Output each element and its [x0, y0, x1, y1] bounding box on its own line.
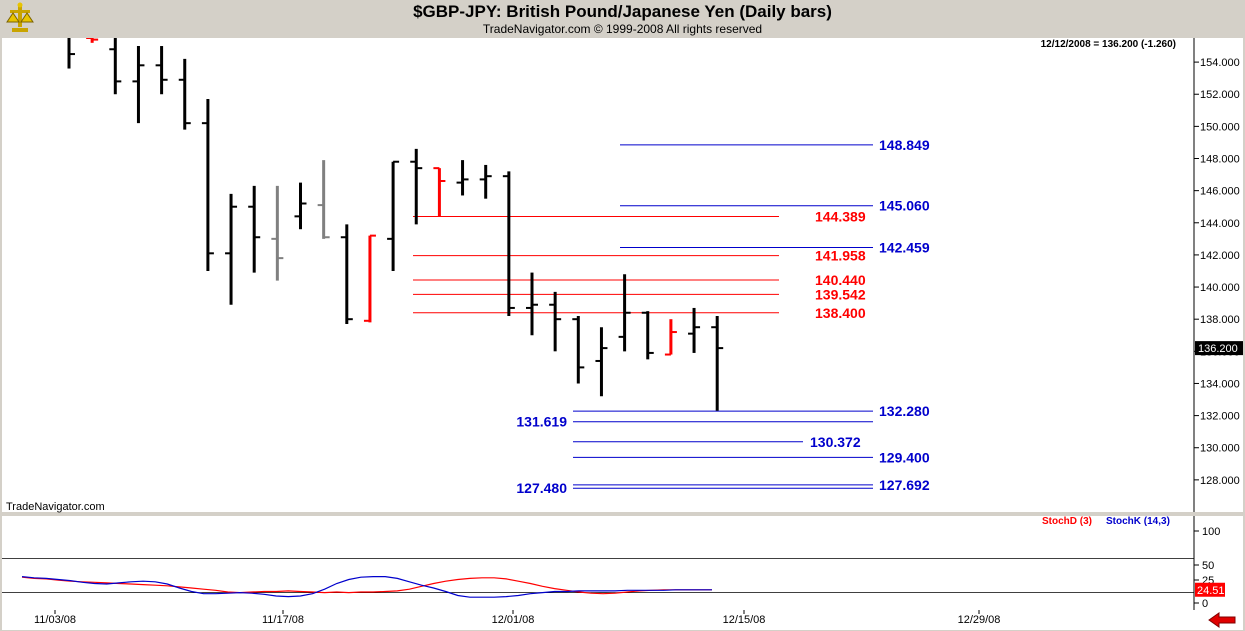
ohlc-bar [363, 234, 376, 323]
ohlc-bar [641, 311, 654, 360]
fib-level-label-red: 140.440 [815, 272, 866, 288]
ohlc-bar [410, 148, 423, 225]
fib-level-label-blue: 142.459 [879, 240, 930, 256]
fib-level-label-red: 139.542 [815, 286, 866, 302]
ohlc-bar [178, 58, 191, 130]
x-axis: 11/03/08 11/17/08 12/01/08 12/15/08 12/29/08 [2, 610, 1243, 630]
legend-stochd: StochD (3) [1042, 516, 1092, 527]
watermark-label: TradeNavigator.com [6, 501, 105, 513]
x-tick-label: 11/17/08 [262, 614, 304, 626]
y-tick-label: 140.000 [1200, 282, 1240, 294]
copyright-subtitle: TradeNavigator.com © 1999-2008 All right… [482, 22, 763, 36]
stoch-plot-area [2, 516, 1194, 610]
ohlc-bar [132, 46, 145, 124]
fib-level-label-blue: 131.619 [516, 414, 567, 430]
back-arrow-button[interactable] [1207, 612, 1237, 628]
ohlc-bar [225, 193, 238, 305]
ohlc-bar [433, 167, 446, 217]
ohlc-bar [109, 38, 122, 95]
ohlc-bar [155, 46, 168, 95]
ohlc-bar [86, 38, 99, 43]
last-bar-readout: 12/12/2008 = 136.200 (-1.260) [1041, 39, 1176, 50]
ohlc-bar [664, 319, 677, 356]
current-price-label: 136.200 [1198, 343, 1238, 355]
ohlc-bar [317, 160, 330, 239]
page-title: $GBP-JPY: British Pound/Japanese Yen (Da… [413, 2, 832, 21]
y-tick-label: 148.000 [1200, 154, 1240, 166]
ohlc-bar [595, 327, 608, 397]
ohlc-bar [688, 307, 701, 353]
ohlc-bar [526, 272, 538, 336]
stoch-y-tick-label: 50 [1202, 560, 1214, 572]
fib-level-label-blue: 132.280 [879, 403, 930, 419]
stoch-y-tick-label: 100 [1202, 526, 1220, 538]
x-axis-area [2, 610, 1243, 630]
ohlc-bar [387, 160, 400, 271]
y-tick-label: 152.000 [1200, 89, 1240, 101]
stoch-last-value-label: 24.51 [1197, 585, 1225, 597]
ohlc-bar [271, 185, 284, 281]
x-tick-label: 12/15/08 [723, 614, 766, 626]
stoch-y-tick-label: 0 [1202, 598, 1208, 610]
ohlc-bar [479, 164, 492, 199]
fib-level-label-red: 138.400 [815, 305, 866, 321]
y-tick-label: 142.000 [1200, 250, 1240, 262]
fib-level-label-blue: 145.060 [879, 198, 930, 214]
ohlc-bar [294, 182, 307, 230]
y-tick-label: 132.000 [1200, 411, 1240, 423]
y-tick-label: 134.000 [1200, 378, 1240, 390]
ohlc-bar [618, 274, 631, 352]
stoch-last-value-badge [1195, 582, 1225, 597]
ohlc-bar [502, 171, 515, 316]
ohlc-bar [201, 99, 214, 271]
price-axis-area [1194, 38, 1243, 512]
y-tick-label: 138.000 [1200, 314, 1240, 326]
ohlc-bar [549, 291, 562, 352]
stoch-series-line [21, 575, 712, 598]
stoch-series-line [21, 576, 712, 595]
ohlc-bars [67, 38, 724, 411]
price-plot-area [2, 38, 1194, 512]
y-tick-label: 150.000 [1200, 121, 1240, 133]
y-tick-label: 144.000 [1200, 218, 1240, 230]
y-tick-label: 146.000 [1200, 186, 1240, 198]
y-tick-label: 130.000 [1200, 443, 1240, 455]
y-tick-label: 128.000 [1200, 475, 1240, 487]
ohlc-bar [340, 224, 353, 325]
ohlc-bar [711, 315, 724, 411]
fib-level-label-blue: 127.692 [879, 477, 930, 493]
fib-level-label-blue: 130.372 [810, 434, 861, 450]
x-tick-label: 11/03/08 [34, 614, 76, 626]
fib-level-label-blue: 148.849 [879, 137, 930, 153]
price-pane: 154.000 152.000 150.000 148.000 146.000 144.0… [2, 38, 1243, 513]
fib-level-label-blue: 129.400 [879, 449, 930, 465]
ohlc-bar [572, 315, 585, 384]
ohlc-bar [456, 160, 469, 196]
legend-stochk: StochK (14,3) [1106, 516, 1170, 527]
fib-level-label-red: 144.389 [815, 209, 866, 225]
current-price-badge [1195, 341, 1243, 356]
x-tick-label: 12/29/08 [958, 614, 1001, 626]
fib-level-label-blue: 127.480 [516, 480, 567, 496]
x-tick-label: 12/01/08 [492, 614, 535, 626]
fib-level-label-red: 141.958 [815, 248, 866, 264]
ohlc-bar [248, 185, 261, 273]
logo-icon [6, 2, 34, 32]
y-tick-label: 154.000 [1200, 57, 1240, 69]
ohlc-bar [67, 38, 75, 69]
